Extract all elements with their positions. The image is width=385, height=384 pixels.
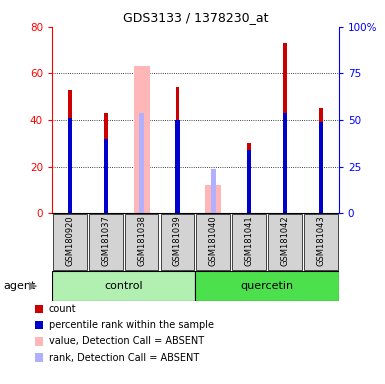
Text: value, Detection Call = ABSENT: value, Detection Call = ABSENT	[49, 336, 204, 346]
FancyBboxPatch shape	[161, 214, 194, 270]
Text: percentile rank within the sample: percentile rank within the sample	[49, 320, 214, 330]
Bar	[175, 120, 180, 213]
Bar	[211, 169, 216, 213]
Bar	[134, 66, 150, 213]
FancyBboxPatch shape	[53, 214, 87, 270]
FancyBboxPatch shape	[232, 214, 266, 270]
FancyBboxPatch shape	[125, 214, 159, 270]
Text: ▶: ▶	[29, 281, 37, 291]
Text: control: control	[104, 281, 143, 291]
FancyBboxPatch shape	[89, 214, 122, 270]
Bar	[283, 113, 287, 213]
Bar	[319, 108, 323, 213]
Text: GSM181042: GSM181042	[281, 215, 290, 266]
Text: rank, Detection Call = ABSENT: rank, Detection Call = ABSENT	[49, 353, 199, 362]
Text: GSM181040: GSM181040	[209, 215, 218, 266]
Bar	[247, 150, 251, 213]
FancyBboxPatch shape	[268, 214, 302, 270]
Bar	[139, 113, 144, 213]
FancyBboxPatch shape	[304, 214, 338, 270]
Bar	[248, 143, 251, 213]
Text: agent: agent	[4, 281, 36, 291]
Text: count: count	[49, 304, 77, 314]
Text: GSM181039: GSM181039	[173, 215, 182, 266]
FancyBboxPatch shape	[196, 214, 230, 270]
Text: GSM181038: GSM181038	[137, 215, 146, 266]
Bar	[68, 118, 72, 213]
Text: GSM181043: GSM181043	[316, 215, 325, 266]
Bar	[195, 271, 339, 301]
Bar	[205, 185, 221, 213]
Bar	[319, 122, 323, 213]
Text: GSM180920: GSM180920	[65, 215, 74, 266]
Bar	[52, 271, 195, 301]
Bar	[104, 113, 107, 213]
Text: GSM181037: GSM181037	[101, 215, 110, 266]
Text: quercetin: quercetin	[241, 281, 294, 291]
Bar	[104, 139, 108, 213]
Bar	[176, 88, 179, 213]
Title: GDS3133 / 1378230_at: GDS3133 / 1378230_at	[123, 11, 268, 24]
Bar	[283, 43, 287, 213]
Text: GSM181041: GSM181041	[244, 215, 254, 266]
Bar	[68, 90, 72, 213]
